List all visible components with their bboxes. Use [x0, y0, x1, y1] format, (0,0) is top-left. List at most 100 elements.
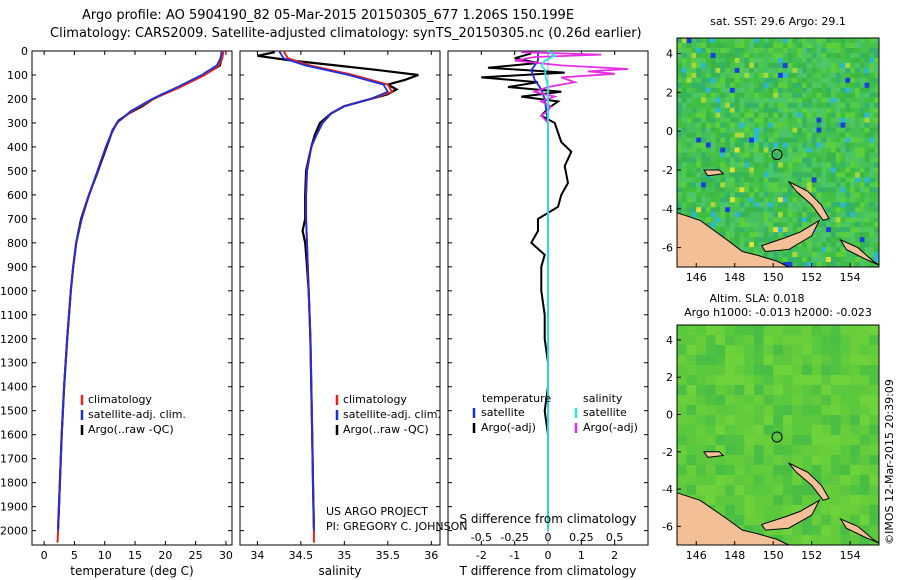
- map-cell: [749, 132, 755, 138]
- map-cell: [792, 137, 798, 143]
- map-cell: [850, 385, 861, 396]
- map-cell: [715, 62, 721, 69]
- map-cell: [744, 117, 750, 124]
- map-cell: [701, 132, 707, 138]
- map-cell: [734, 67, 740, 74]
- map-cell: [782, 167, 789, 173]
- map-cell: [715, 52, 721, 59]
- map-cell: [845, 197, 851, 203]
- map-y-tick-label: 4: [666, 48, 673, 61]
- map-cell: [854, 127, 861, 133]
- map-cell: [768, 117, 774, 124]
- map-cell: [681, 142, 688, 148]
- map-cell: [773, 142, 779, 148]
- map-cell: [744, 92, 750, 99]
- map-cell: [744, 87, 750, 94]
- map-cell: [802, 42, 808, 49]
- map-cell: [850, 147, 856, 153]
- map-cell: [696, 197, 702, 203]
- map-cell: [758, 77, 764, 84]
- map-cell: [753, 247, 760, 253]
- map-cell: [787, 162, 793, 168]
- map-cell: [681, 197, 688, 203]
- map-cell: [715, 182, 721, 188]
- map-cell: [681, 147, 688, 153]
- map-cell: [787, 117, 793, 124]
- map-cell: [705, 112, 712, 119]
- map-cell: [874, 52, 880, 59]
- map-cell: [739, 57, 745, 64]
- map-cell: [753, 162, 760, 168]
- map-cell: [854, 107, 861, 114]
- map-cell: [830, 42, 837, 49]
- map-cell: [840, 187, 846, 193]
- map-cell: [725, 38, 731, 44]
- map-cell: [821, 132, 827, 138]
- map-cell: [739, 112, 745, 119]
- map-cell: [821, 122, 827, 129]
- map-cell: [773, 465, 784, 476]
- map-cell: [725, 465, 736, 476]
- map-cell: [725, 157, 731, 163]
- map-cell: [830, 465, 841, 476]
- map-cell: [768, 252, 774, 258]
- map-cell: [845, 107, 851, 114]
- map-cell: [797, 77, 803, 84]
- map-cell: [830, 202, 837, 208]
- map-cell: [782, 212, 789, 218]
- map-cell: [749, 182, 755, 188]
- map-cell: [806, 217, 813, 223]
- map-cell: [826, 167, 832, 173]
- map-cell: [744, 47, 750, 54]
- map-cell: [869, 202, 875, 208]
- map-cell: [797, 252, 803, 258]
- map-cell: [792, 47, 798, 54]
- map-cell: [681, 177, 688, 183]
- map-cell: [753, 197, 760, 203]
- map-cell: [859, 167, 865, 173]
- map-cell: [830, 455, 841, 466]
- map-cell: [696, 72, 702, 79]
- map-cell: [854, 92, 861, 99]
- map-cell: [696, 62, 702, 69]
- legend-label: Argo(-adj): [481, 421, 536, 434]
- map-cell: [859, 147, 865, 153]
- map-cell: [686, 57, 692, 64]
- map-cell: [744, 207, 750, 213]
- map-cell: [734, 207, 740, 213]
- map-cell: [792, 107, 798, 114]
- map-cell: [739, 152, 745, 158]
- map-cell: [802, 52, 808, 59]
- map-cell: [686, 92, 692, 99]
- map-cell: [869, 415, 880, 426]
- map-cell: [782, 157, 789, 163]
- map-cell: [830, 72, 837, 79]
- map-cell: [816, 97, 822, 104]
- map-cell: [681, 182, 688, 188]
- map-cell: [686, 47, 692, 54]
- map-cell: [753, 232, 760, 238]
- map-cell: [830, 142, 837, 148]
- map-cell: [787, 47, 793, 54]
- map-cell: [787, 152, 793, 158]
- map-cell: [715, 162, 721, 168]
- map-cell: [854, 242, 861, 248]
- map-cell: [753, 202, 760, 208]
- map-cell: [830, 212, 837, 218]
- map-cell: [691, 87, 697, 94]
- map-cell: [806, 247, 813, 253]
- map-x-tick-label: 146: [686, 549, 707, 562]
- map-cell: [691, 132, 697, 138]
- map-cell: [696, 395, 707, 406]
- map-cell: [811, 132, 817, 138]
- map-cell: [677, 335, 688, 346]
- map-cell: [869, 237, 875, 243]
- map-cell: [811, 252, 817, 258]
- map-cell: [701, 47, 707, 54]
- map-cell: [864, 157, 870, 163]
- map-cell: [778, 67, 784, 74]
- map-cell: [701, 107, 707, 114]
- map-cell: [739, 232, 745, 238]
- map-cell: [701, 197, 707, 203]
- map-cell: [850, 137, 856, 143]
